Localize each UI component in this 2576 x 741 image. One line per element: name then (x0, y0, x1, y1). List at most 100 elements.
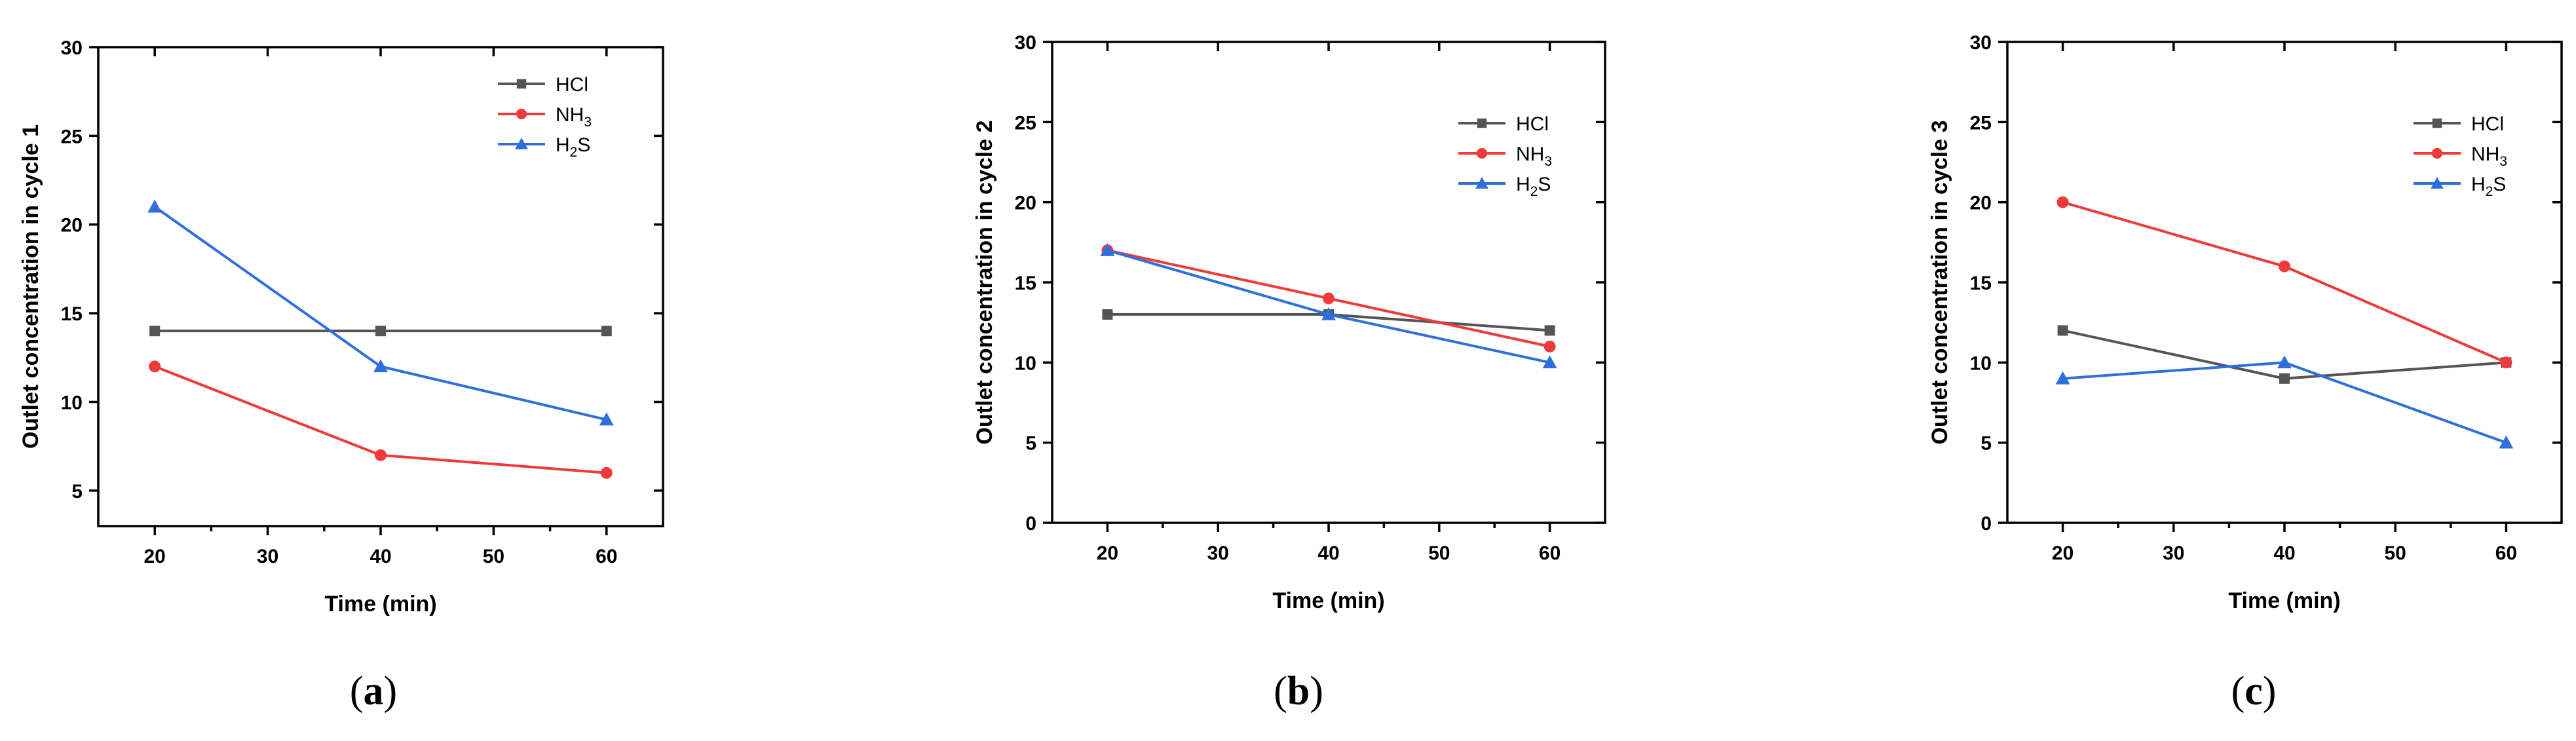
legend-label: NH3 (1516, 143, 1552, 169)
x-tick-label: 50 (2385, 542, 2406, 564)
legend-entry-hcl: HCl (2414, 113, 2504, 135)
legend-entry-nh3: NH3 (2414, 143, 2507, 169)
panel-caption-open: ( (1274, 669, 1287, 713)
data-point-h2s (1321, 307, 1336, 320)
data-point-nh3 (1544, 340, 1556, 352)
y-tick-label: 10 (1015, 352, 1036, 374)
y-tick-label: 5 (1980, 433, 1992, 455)
y-tick-label: 30 (1015, 32, 1036, 54)
panel-caption-letter: a (364, 669, 384, 713)
data-point-h2s (1542, 355, 1557, 369)
chart-panel-b: 20 30 40 50 60 0 5 10 15 20 25 30 Time (min) Outlet c… (972, 32, 1606, 713)
y-axis-title: Outlet concentration in cycle 3 (1927, 120, 1952, 444)
x-tick-label: 20 (1097, 542, 1118, 564)
y-tick-label: 30 (1970, 32, 1992, 54)
data-point-nh3 (149, 360, 161, 373)
legend-label-subscript: 2 (1530, 184, 1538, 199)
y-tick-label: 15 (1970, 273, 1992, 294)
x-tick-label: 60 (1539, 542, 1561, 564)
legend-label: H2S (1516, 174, 1551, 199)
data-point-hcl (1102, 309, 1113, 320)
data-point-hcl (601, 326, 612, 337)
data-point-h2s (599, 412, 614, 426)
y-tick-label: 25 (61, 126, 83, 147)
panel-caption-close: ) (1310, 669, 1323, 713)
data-point-nh3 (2279, 260, 2290, 273)
data-point-hcl (375, 326, 386, 337)
x-tick-label: 50 (483, 546, 504, 567)
panel-caption: (b) (1274, 669, 1323, 713)
legend-label: HCl (2471, 113, 2504, 135)
legend-label-tail: S (1538, 174, 1551, 195)
series-line-hcl (2062, 329, 2507, 380)
x-tick-label: 60 (596, 546, 617, 567)
y-tick-label: 25 (1970, 112, 1992, 134)
y-axis-title: Outlet concentration in cycle 1 (18, 124, 43, 449)
legend-entry-h2s: H2S (2414, 174, 2506, 199)
legend-marker (516, 79, 527, 89)
y-tick-label: 15 (1015, 273, 1036, 294)
y-tick-label: 20 (1970, 193, 1992, 214)
data-point-nh3 (600, 466, 613, 479)
legend-label-main: H (556, 134, 570, 156)
y-tick-label: 10 (61, 392, 83, 413)
legend-label-subscript: 2 (570, 145, 578, 160)
y-tick-label: 25 (1015, 112, 1036, 134)
legend-label-main: HCl (556, 74, 588, 96)
legend-label-subscript: 2 (2486, 184, 2493, 199)
y-tick-label: 0 (1980, 513, 1992, 535)
data-point-hcl (2057, 325, 2068, 336)
x-tick-label: 60 (2495, 542, 2517, 564)
legend-entry-hcl: HCl (1458, 113, 1549, 135)
y-axis-title: Outlet concentration in cycle 2 (972, 120, 997, 444)
legend-marker (1475, 177, 1488, 189)
legend-label-main: H (2471, 174, 2486, 195)
data-point-hcl (149, 326, 161, 337)
legend-label-tail: S (577, 134, 590, 156)
panel-caption-close: ) (384, 669, 398, 713)
panel-caption-letter: b (1287, 669, 1310, 713)
y-tick-label: 5 (71, 481, 83, 503)
legend-label: HCl (1516, 113, 1549, 135)
y-tick-label: 20 (1015, 193, 1036, 214)
x-tick-label: 50 (1428, 542, 1450, 564)
panel-caption-close: ) (2263, 669, 2277, 713)
x-axis-title: Time (min) (2228, 588, 2340, 613)
legend-entry-h2s: H2S (1458, 174, 1551, 199)
x-tick-label: 30 (257, 546, 278, 567)
data-point-hcl (1544, 325, 1555, 336)
legend-label-main: NH (2471, 143, 2499, 165)
data-point-nh3 (2500, 356, 2512, 369)
legend-label-subscript: 3 (1544, 154, 1552, 169)
data-point-h2s (147, 199, 162, 213)
x-tick-label: 20 (144, 546, 166, 567)
panel-caption-letter: c (2245, 669, 2263, 713)
legend-marker (1477, 118, 1487, 128)
data-point-nh3 (1323, 292, 1335, 305)
x-tick-label: 20 (2052, 542, 2074, 564)
x-tick-label: 40 (369, 546, 391, 567)
x-axis-title: Time (min) (324, 592, 436, 617)
legend-label: HCl (556, 74, 588, 96)
x-tick-label: 30 (1207, 542, 1229, 564)
series-line-nh3 (2062, 200, 2507, 364)
data-point-h2s (373, 359, 388, 373)
x-axis-title: Time (min) (1272, 588, 1384, 613)
y-tick-label: 10 (1970, 352, 1992, 374)
data-point-nh3 (2056, 196, 2069, 208)
y-tick-label: 20 (61, 215, 83, 237)
legend-entry-hcl: HCl (498, 74, 588, 96)
legend-label-subscript: 3 (584, 115, 592, 130)
legend-label: NH3 (556, 104, 592, 130)
data-point-h2s (2499, 435, 2514, 449)
y-tick-label: 5 (1025, 433, 1036, 455)
legend-label-main: NH (556, 104, 584, 126)
legend-marker (2431, 147, 2443, 159)
legend-label-main: H (1516, 174, 1530, 195)
y-tick-label: 0 (1025, 513, 1036, 535)
legend-label: H2S (556, 134, 590, 160)
legend-label-subscript: 3 (2499, 154, 2507, 169)
panel-caption: (a) (350, 669, 397, 713)
data-point-hcl (2279, 373, 2290, 384)
legend-marker (2431, 177, 2444, 189)
